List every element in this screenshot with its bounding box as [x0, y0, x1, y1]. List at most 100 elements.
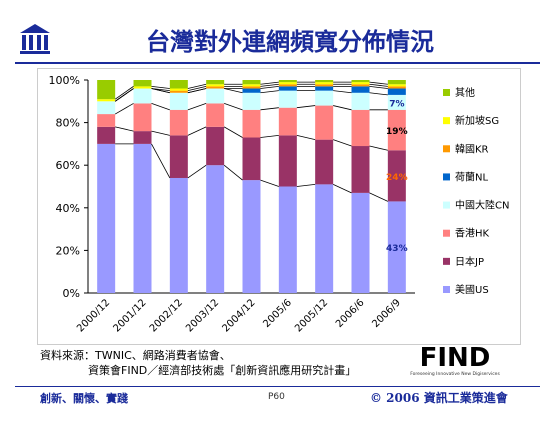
bar-segment: [278, 107, 297, 136]
bar-segment: [278, 86, 297, 91]
bar-segment: [351, 86, 370, 93]
x-tick-label: 2003/12: [184, 297, 221, 334]
legend-label: 其他: [455, 86, 475, 99]
legend-swatch: [443, 201, 450, 209]
bar-segment: [351, 84, 370, 87]
x-tick-label: 2006/9: [370, 297, 403, 330]
data-label: 19%: [386, 127, 408, 137]
series-connector: [369, 83, 388, 87]
bar-segment: [315, 80, 334, 83]
bar-segment: [387, 80, 406, 85]
series-connector: [151, 130, 170, 136]
x-tick-label: 2006/6: [334, 297, 367, 330]
legend-swatch: [443, 173, 450, 181]
series-connector: [114, 86, 134, 100]
series-connector: [224, 103, 243, 111]
y-tick-label: 0%: [63, 287, 80, 300]
bar-segment: [133, 103, 152, 132]
bar-segment: [278, 186, 297, 293]
bar-segment: [315, 86, 334, 91]
bar-segment: [206, 103, 225, 127]
legend-label: 美國US: [455, 283, 489, 296]
bar-segment: [242, 137, 261, 181]
bar-segment: [387, 86, 406, 89]
bar-segment: [387, 88, 406, 95]
legend-swatch: [443, 229, 450, 237]
bar-segment: [133, 86, 152, 89]
bar-segment: [315, 105, 334, 140]
bar-segment: [315, 84, 334, 87]
series-connector: [333, 90, 352, 94]
legend-swatch: [443, 145, 450, 153]
x-tick-label: 2001/12: [111, 297, 148, 334]
series-connector: [369, 81, 388, 85]
y-tick-label: 100%: [49, 74, 80, 87]
bar-segment: [242, 84, 261, 87]
bar-segment: [387, 150, 406, 202]
bar-segment: [206, 80, 225, 85]
bar-segment: [278, 80, 297, 83]
x-tick-label: 2002/12: [148, 297, 185, 334]
series-connector: [187, 164, 207, 179]
bar-segment: [169, 177, 188, 293]
bar-segment: [242, 80, 261, 85]
legend-swatch: [443, 257, 450, 265]
find-logo-tagline: Foreseeing Innovative New Digiservices: [410, 371, 500, 377]
bar-segment: [351, 192, 370, 293]
bar-segment: [315, 184, 334, 293]
bar-segment: [206, 126, 225, 166]
slide-title: 台灣對外連網頻寬分佈情況: [146, 27, 434, 56]
bar-segment: [97, 126, 116, 144]
find-logo-text: FIND: [420, 343, 491, 373]
x-tick-label: 2005/6: [261, 297, 294, 330]
bar-segment: [97, 99, 116, 102]
copyright: © 2006 資訊工業策進會: [370, 391, 508, 405]
data-label: 24%: [386, 173, 408, 183]
bar-segment: [97, 80, 116, 100]
series-connector: [151, 88, 170, 92]
y-tick-label: 40%: [56, 202, 80, 215]
bar-segment: [242, 92, 261, 110]
series-connector: [260, 134, 279, 138]
page-number: P60: [268, 392, 285, 402]
series-connector: [187, 88, 207, 94]
series-connector: [187, 103, 207, 111]
y-tick-label: 60%: [56, 159, 80, 172]
series-connector: [260, 85, 279, 89]
bar-segment: [351, 109, 370, 147]
x-tick-label: 2000/12: [75, 297, 112, 334]
legend-swatch: [443, 286, 450, 293]
x-tick-label: 2005/12: [293, 297, 330, 334]
series-connector: [369, 85, 388, 89]
bar-segment: [387, 84, 406, 87]
series-connector: [187, 126, 207, 136]
bar-segment: [351, 92, 370, 110]
legend-label: 新加坡SG: [455, 114, 499, 127]
legend-swatch: [443, 117, 450, 125]
series-connector: [369, 92, 388, 96]
bar-segment: [133, 131, 152, 144]
footer-divider: [15, 386, 540, 387]
source-note: 資料來源：TWNIC、網路消費者協會、 資策會FIND／經濟部技術處「創新資訊應…: [40, 348, 356, 378]
series-connector: [187, 83, 207, 89]
series-connector: [151, 143, 171, 179]
series-connector: [296, 134, 316, 141]
series-connector: [151, 103, 170, 111]
bar-segment: [278, 82, 297, 85]
data-label: 7%: [389, 99, 404, 109]
bar-segment: [278, 135, 297, 187]
chart-frame: [37, 68, 521, 345]
bar-segment: [169, 90, 188, 93]
bar-segment: [206, 165, 225, 293]
bar-segment: [133, 88, 152, 104]
legend-label: 韓國KR: [455, 143, 489, 155]
find-logo: FIND Foreseeing Innovative New Digiservi…: [410, 343, 500, 377]
source-line-1: 資料來源：TWNIC、網路消費者協會、: [40, 349, 231, 362]
series-connector: [296, 183, 316, 187]
bar-segment: [133, 143, 152, 293]
series-connector: [369, 145, 388, 151]
bar-segment: [169, 80, 188, 89]
bar-segment: [387, 109, 406, 151]
series-connector: [333, 105, 352, 111]
